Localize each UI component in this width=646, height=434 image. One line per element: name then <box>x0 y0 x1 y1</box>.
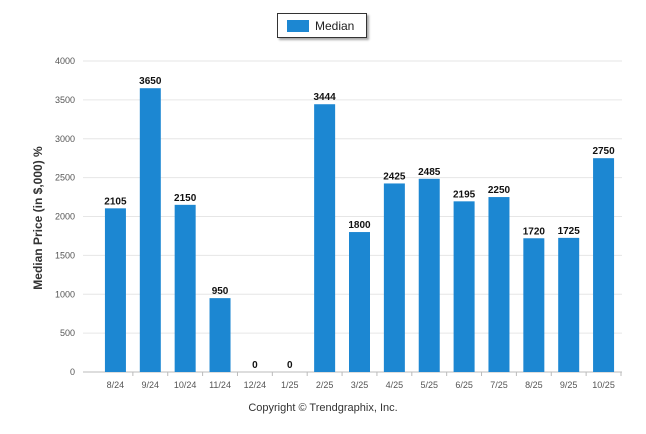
bar <box>314 104 336 372</box>
y-tick-label: 500 <box>60 328 75 338</box>
data-label: 0 <box>287 360 293 371</box>
bar <box>104 208 126 372</box>
data-label: 2195 <box>453 189 476 200</box>
bar <box>139 88 161 373</box>
copyright-footer: Copyright © Trendgraphix, Inc. <box>248 402 398 414</box>
x-tick-label: 11/24 <box>209 380 231 390</box>
bar <box>558 237 580 372</box>
data-label: 2425 <box>383 171 406 182</box>
data-label: 0 <box>252 360 258 371</box>
x-tick-label: 12/24 <box>244 380 267 390</box>
data-label: 950 <box>212 286 229 297</box>
legend-swatch-median <box>287 19 309 32</box>
x-tick-label: 7/25 <box>490 380 508 390</box>
data-label: 2150 <box>174 193 197 204</box>
bar <box>349 232 370 372</box>
bar-chart: 0 500 1000 1500 2000 2500 3000 3500 4000 2105 8/24… <box>55 56 622 390</box>
x-tick-label: 4/25 <box>386 380 404 390</box>
legend-label-median: Median <box>315 18 355 33</box>
data-label: 2250 <box>488 185 511 196</box>
x-tick-label: 1/25 <box>281 380 299 390</box>
data-label: 1725 <box>558 226 581 237</box>
bar <box>383 183 405 372</box>
data-label: 1720 <box>523 226 546 237</box>
x-tick-label: 6/25 <box>455 380 473 390</box>
x-tick-label: 3/25 <box>351 380 369 390</box>
bar <box>174 204 196 372</box>
x-tick-label: 10/25 <box>592 380 615 390</box>
bar <box>418 178 440 372</box>
y-tick-label: 3000 <box>55 134 75 144</box>
data-label: 2485 <box>418 167 441 178</box>
bar <box>209 298 231 372</box>
y-tick-label: 2500 <box>55 173 75 183</box>
x-tick-label: 10/24 <box>174 380 197 390</box>
y-tick-label: 4000 <box>55 56 75 66</box>
y-tick-label: 3500 <box>55 95 75 105</box>
data-label: 3444 <box>314 92 337 103</box>
x-tick-label: 5/25 <box>420 380 438 390</box>
x-tick-label: 8/25 <box>525 380 543 390</box>
y-tick-label: 0 <box>70 367 75 377</box>
bar <box>593 158 615 372</box>
data-label: 2105 <box>104 196 127 207</box>
x-tick-label: 9/24 <box>142 380 160 390</box>
data-label: 1800 <box>348 220 371 231</box>
x-tick-label: 9/25 <box>560 380 578 390</box>
bar <box>453 201 475 372</box>
data-label: 3650 <box>139 76 162 87</box>
y-tick-label: 1000 <box>55 289 75 299</box>
bar <box>488 197 510 372</box>
x-tick-label: 8/24 <box>107 380 125 390</box>
data-label: 2750 <box>592 146 615 157</box>
y-tick-label: 1500 <box>55 250 75 260</box>
bar <box>523 238 545 372</box>
y-tick-label: 2000 <box>55 212 75 222</box>
chart-legend[interactable]: Median <box>277 13 367 38</box>
x-tick-label: 2/25 <box>316 380 334 390</box>
